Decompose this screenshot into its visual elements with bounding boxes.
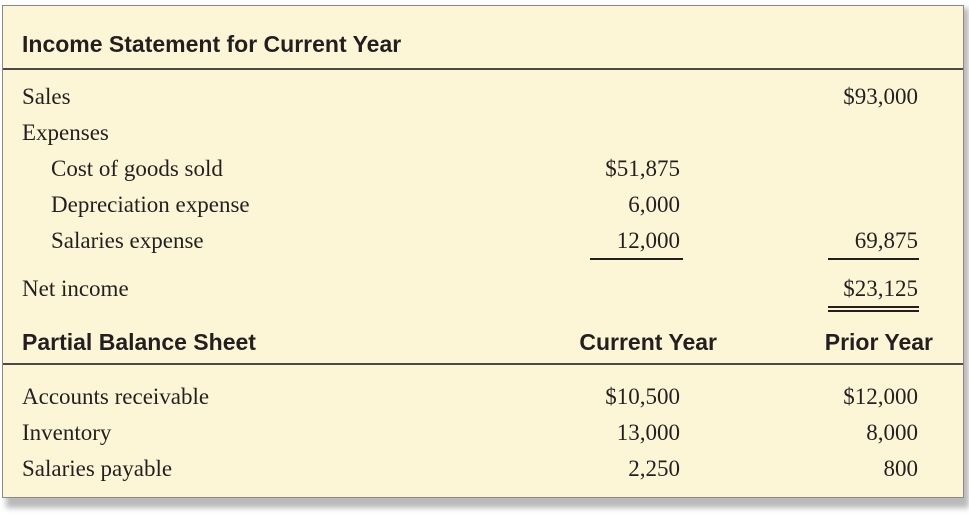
salaries-amount: 12,000 — [616, 228, 680, 253]
inventory-row: Inventory 13,000 8,000 — [3, 420, 963, 452]
depreciation-row: Depreciation expense 6,000 — [3, 192, 963, 224]
expenses-total: 69,875 — [854, 228, 918, 253]
income-statement-title: Income Statement for Current Year — [22, 31, 402, 57]
accounts-receivable-prior: $12,000 — [843, 384, 918, 409]
depreciation-amount: 6,000 — [628, 192, 680, 217]
salaries-payable-prior: 800 — [883, 456, 919, 481]
inventory-label: Inventory — [22, 420, 112, 445]
salaries-row: Salaries expense 12,000 69,875 — [3, 228, 963, 260]
cogs-row: Cost of goods sold $51,875 — [3, 156, 963, 188]
current-year-header: Current Year — [579, 329, 717, 355]
income-statement-rule — [3, 68, 963, 70]
sales-label: Sales — [22, 84, 71, 109]
prior-year-header: Prior Year — [824, 329, 933, 355]
financial-statements-card: Income Statement for Current Year Sales … — [2, 5, 964, 498]
sales-total: $93,000 — [843, 84, 918, 109]
accounts-receivable-current: $10,500 — [605, 384, 680, 409]
salaries-label: Salaries expense — [51, 228, 204, 253]
sales-row: Sales $93,000 — [3, 84, 963, 116]
net-income-total: $23,125 — [843, 276, 918, 301]
expenses-row: Expenses — [3, 120, 963, 152]
cogs-amount: $51,875 — [605, 156, 680, 181]
expenses-total-underline — [828, 258, 919, 260]
salaries-payable-label: Salaries payable — [22, 456, 173, 481]
net-income-double-underline-bottom — [828, 310, 919, 312]
cogs-label: Cost of goods sold — [51, 156, 223, 181]
salaries-payable-row: Salaries payable 2,250 800 — [3, 456, 963, 488]
expenses-subtotal-underline — [590, 258, 683, 260]
inventory-prior: 8,000 — [866, 420, 918, 445]
accounts-receivable-row: Accounts receivable $10,500 $12,000 — [3, 384, 963, 416]
inventory-current: 13,000 — [616, 420, 680, 445]
net-income-double-underline-top — [828, 306, 919, 308]
salaries-payable-current: 2,250 — [628, 456, 680, 481]
balance-sheet-rule — [3, 363, 963, 365]
accounts-receivable-label: Accounts receivable — [22, 384, 210, 409]
expenses-label: Expenses — [22, 120, 109, 145]
net-income-label: Net income — [22, 276, 129, 301]
depreciation-label: Depreciation expense — [51, 192, 250, 217]
net-income-row: Net income $23,125 — [3, 276, 963, 308]
balance-sheet-title: Partial Balance Sheet — [22, 329, 256, 355]
